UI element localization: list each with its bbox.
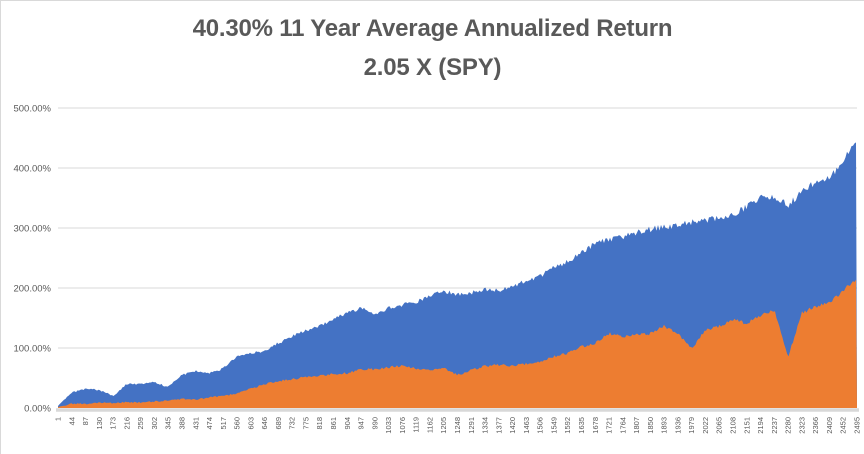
x-axis-tick-label: 2151 (742, 417, 751, 434)
x-axis-tick-label: 1334 (481, 417, 490, 434)
y-axis-tick-label: 0.00% (24, 404, 51, 415)
x-axis-tick-label: 1033 (384, 417, 393, 434)
x-axis-tick-label: 1420 (508, 417, 517, 434)
x-axis-tick-label: 560 (233, 417, 242, 430)
x-axis-tick-label: 947 (357, 417, 366, 430)
x-axis-tick-label: 2194 (756, 417, 765, 434)
x-axis-tick-label: 1721 (605, 417, 614, 434)
x-axis-tick-label: 388 (177, 417, 186, 430)
x-axis-tick-label: 1979 (687, 417, 696, 434)
x-axis-tick-label: 1076 (398, 417, 407, 434)
x-axis-tick-label: 1291 (467, 417, 476, 434)
x-axis-tick-label: 1549 (549, 417, 558, 434)
x-axis-tick-label: 818 (315, 417, 324, 430)
x-axis-tick-label: 1463 (522, 417, 531, 434)
x-axis-tick-label: 1678 (591, 417, 600, 434)
x-axis-tick-label: 87 (81, 417, 90, 425)
y-axis-tick-label: 400.00% (13, 164, 51, 175)
x-axis-tick-label: 431 (191, 417, 200, 430)
x-axis-tick-label: 861 (329, 417, 338, 430)
x-axis-tick-label: 1248 (453, 417, 462, 434)
x-axis-tick-label: 2409 (825, 417, 834, 434)
x-axis-tick-label: 990 (370, 417, 379, 430)
x-axis-tick-label: 1162 (425, 417, 434, 433)
x-axis-tick-label: 603 (246, 417, 255, 430)
x-axis-tick-label: 2452 (839, 417, 848, 434)
x-axis-tick-label: 2495 (853, 417, 862, 434)
x-axis-tick-label: 345 (164, 417, 173, 430)
y-axis-tick-label: 100.00% (13, 344, 51, 355)
x-axis-tick-label: 130 (95, 417, 104, 430)
x-axis-tick-label: 44 (67, 417, 76, 425)
series-area-series-2-orange (58, 279, 857, 408)
x-axis-tick-label: 2065 (715, 417, 724, 434)
chart-title-line-1: 40.30% 11 Year Average Annualized Return (192, 15, 673, 42)
x-axis-tick-label: 259 (136, 417, 145, 430)
x-axis-tick-label: 2366 (811, 417, 820, 434)
x-axis-tick-label: 1377 (494, 417, 503, 434)
y-axis-tick-label: 300.00% (13, 224, 51, 235)
x-axis-tick-label: 1205 (439, 417, 448, 434)
x-axis-tick-label: 1850 (646, 417, 655, 434)
x-axis-tick-label: 1936 (673, 417, 682, 434)
x-axis-tick-label: 2022 (701, 417, 710, 434)
x-axis-tick-label: 2323 (797, 417, 806, 434)
x-axis-tick-label: 1506 (536, 417, 545, 434)
x-axis-tick-label: 2108 (729, 417, 738, 434)
x-axis-tick-label: 646 (260, 417, 269, 430)
x-axis-tick-label: 1635 (577, 417, 586, 434)
x-axis-tick-label: 1592 (563, 417, 572, 434)
x-axis-tick-label: 302 (150, 417, 159, 430)
x-axis-tick-label: 517 (219, 417, 228, 430)
x-axis-tick-label: 689 (274, 417, 283, 430)
x-axis-tick-label: 904 (343, 417, 352, 430)
x-axis-tick-label: 1807 (632, 417, 641, 434)
y-axis-tick-label: 500.00% (13, 104, 51, 115)
x-axis-tick-label: 2237 (770, 417, 779, 434)
x-axis-tick-label: 732 (288, 417, 297, 430)
x-axis-tick-label: 1893 (660, 417, 669, 434)
x-axis-tick-label: 1 (54, 417, 63, 421)
x-axis-tick-label: 173 (109, 417, 118, 430)
x-axis-tick-label: 216 (122, 417, 131, 430)
x-axis-tick-label: 1764 (618, 417, 627, 434)
x-axis-tick-label: 1119 (412, 417, 421, 433)
chart-title: 40.30% 11 Year Average Annualized Return… (1, 9, 864, 87)
y-axis-tick-label: 200.00% (13, 284, 51, 295)
x-axis-tick-label: 775 (301, 417, 310, 430)
x-axis-tick-label: 474 (205, 417, 214, 430)
x-axis-tick-label: 2280 (784, 417, 793, 434)
chart-title-line-2: 2.05 X (SPY) (363, 54, 502, 81)
